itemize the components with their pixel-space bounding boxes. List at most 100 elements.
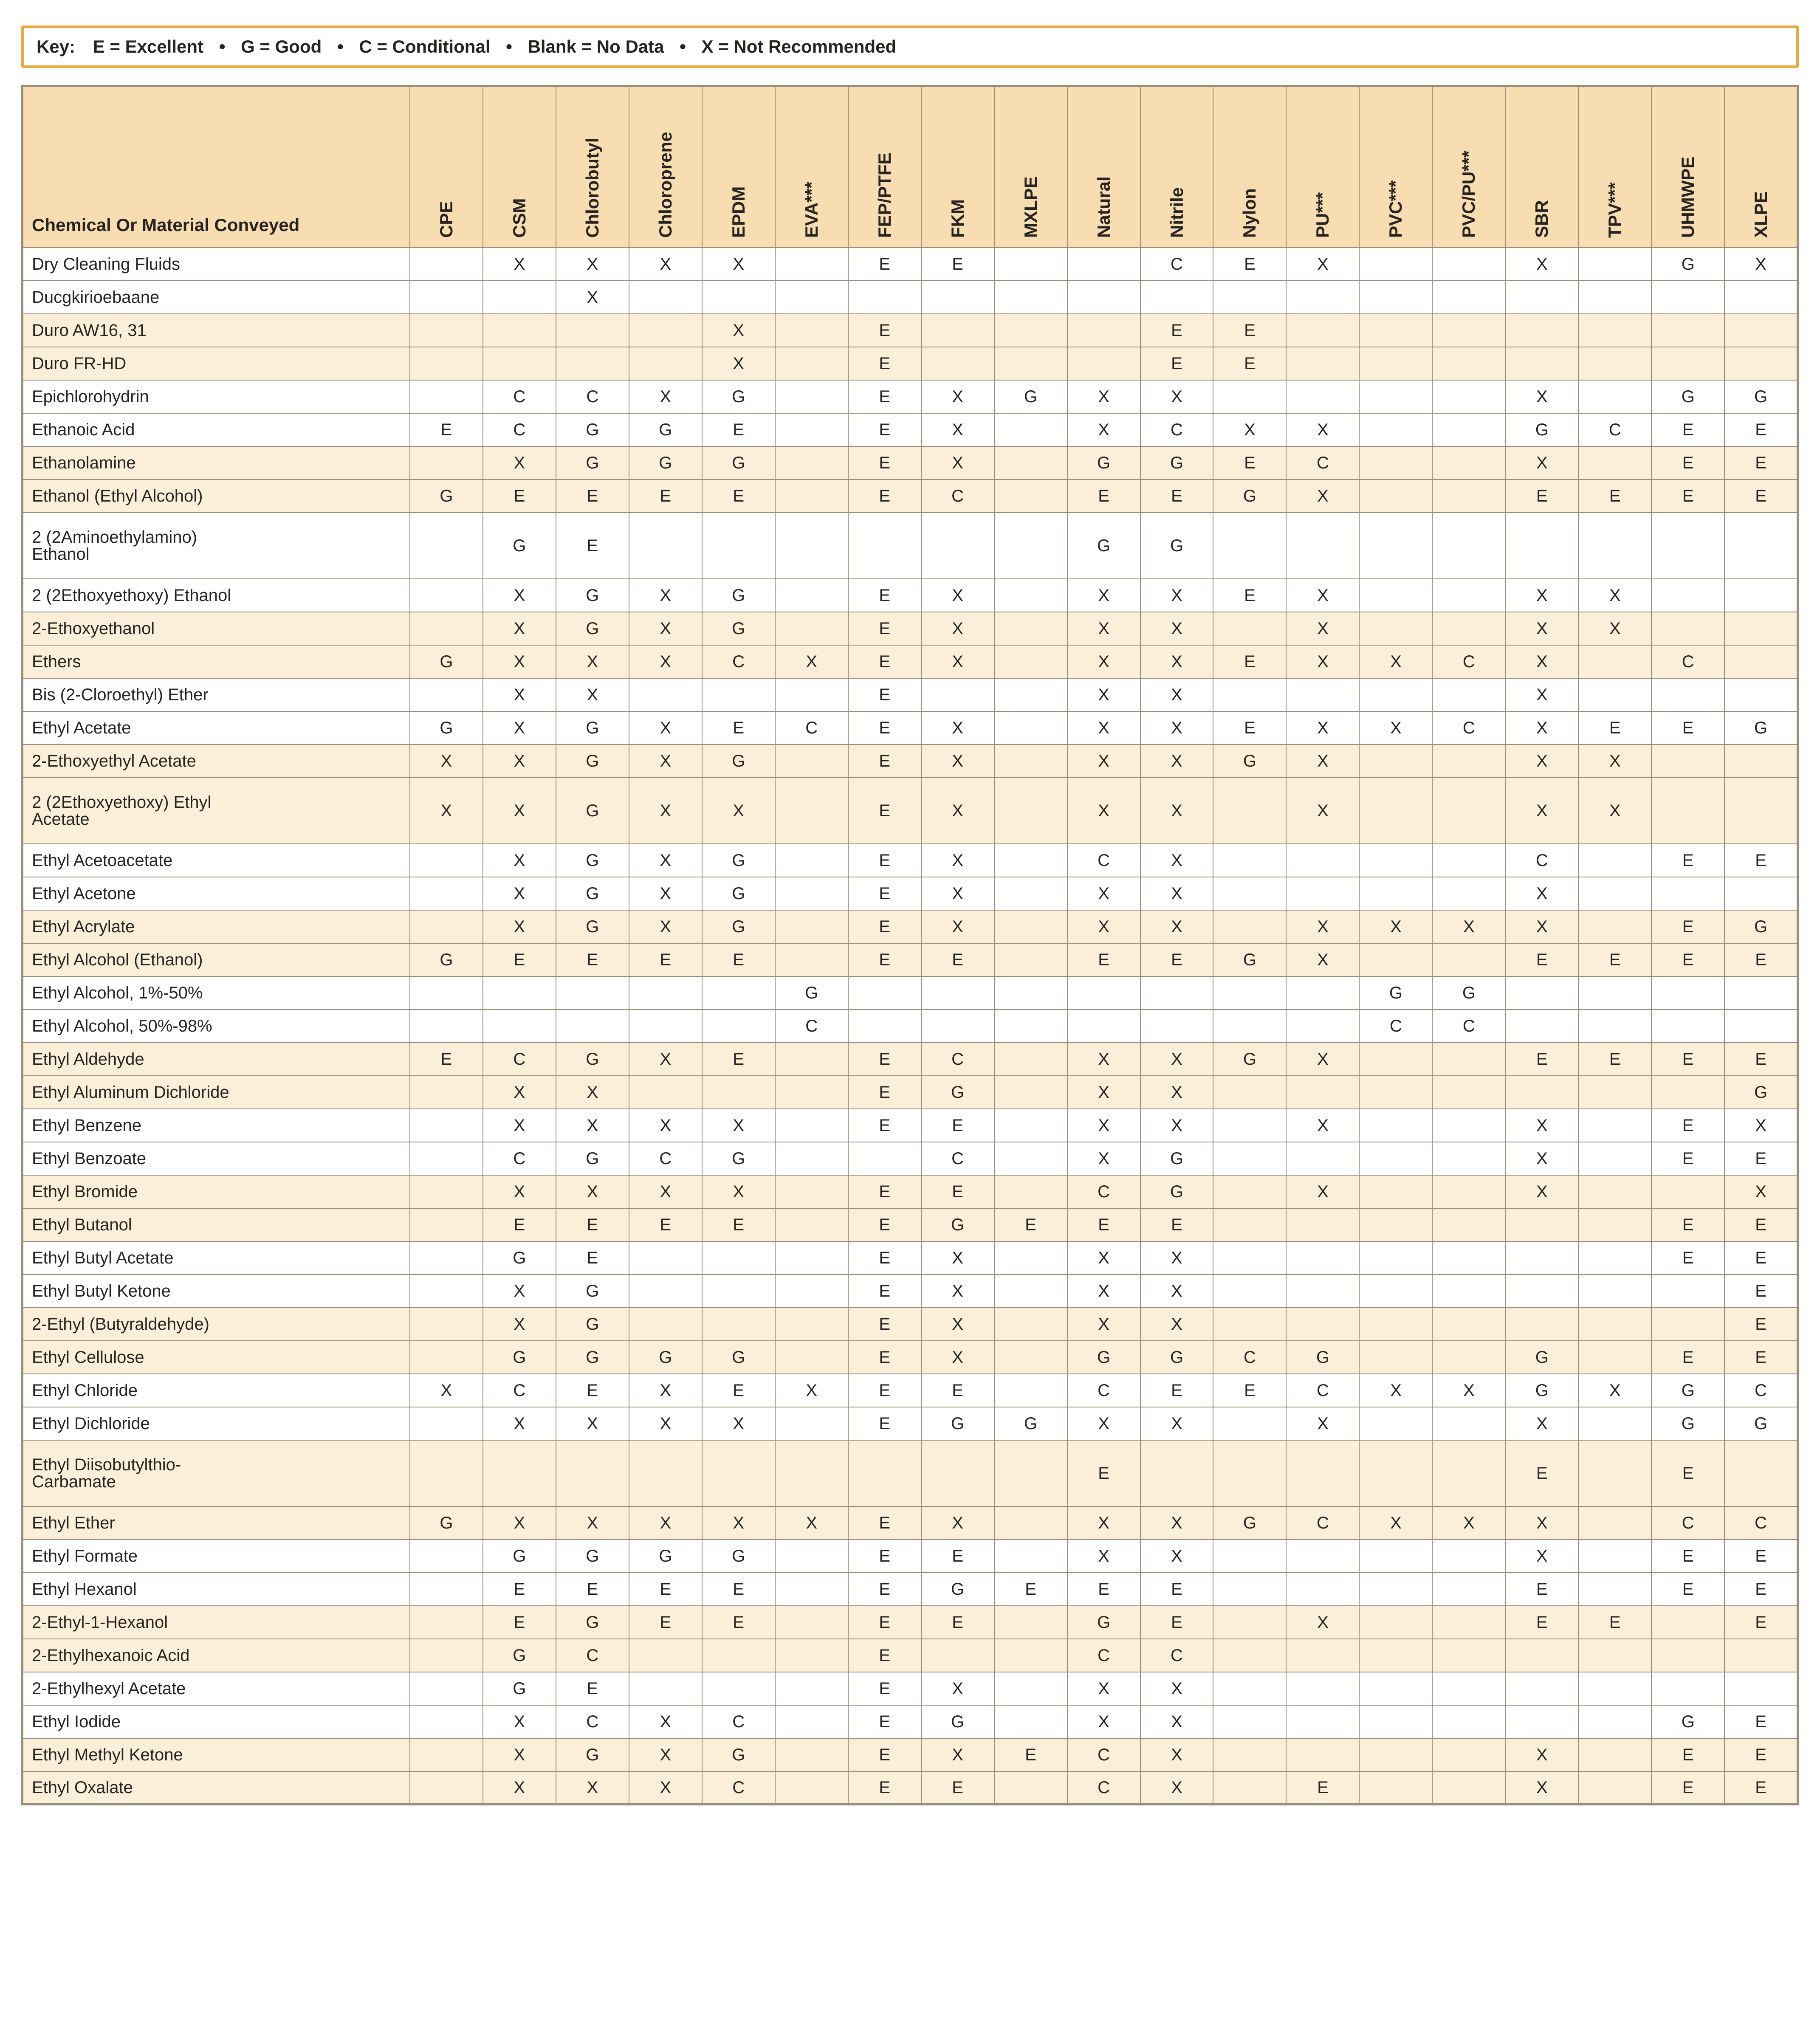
rating-cell [1651,1672,1724,1705]
table-row: Ethyl BenzoateCGCGCXGXEE [23,1142,1798,1175]
rating-cell: E [921,1175,994,1208]
rating-cell: E [1505,1043,1578,1076]
table-row: Ethyl DichlorideXXXXEGGXXXXGG [23,1407,1798,1440]
rating-cell [1651,579,1724,612]
rating-cell [1213,678,1286,711]
rating-cell [1359,1076,1432,1109]
rating-cell [702,1672,775,1705]
col-head-label: Chloroprene [655,132,676,238]
rating-cell: C [1140,248,1213,281]
rating-cell: C [483,380,556,413]
rating-cell: E [848,1043,921,1076]
col-head-nylon: Nylon [1213,86,1286,248]
rating-cell: X [1067,612,1140,645]
rating-cell: X [1505,1407,1578,1440]
rating-cell: E [848,1639,921,1672]
col-head-label: EPDM [728,186,749,237]
rating-cell: E [1651,1738,1724,1771]
rating-cell [1359,1241,1432,1275]
col-head-label: CPE [436,201,457,237]
rating-cell: G [1359,976,1432,1010]
rating-cell: E [629,1208,702,1241]
rating-cell: C [483,1374,556,1407]
rating-cell [1359,1275,1432,1308]
rating-cell [1286,976,1359,1010]
rating-cell [629,1639,702,1672]
rating-cell [1432,579,1505,612]
rating-cell [702,1440,775,1506]
rating-cell: E [848,347,921,380]
rating-cell [1359,612,1432,645]
chemical-name: Ethyl Bromide [23,1175,410,1208]
rating-cell [1578,1440,1651,1506]
rating-cell: X [1578,778,1651,844]
table-row: Ethyl EtherGXXXXXEXXXGCXXXCC [23,1506,1798,1540]
rating-cell [1359,281,1432,314]
rating-cell: E [629,1606,702,1639]
rating-cell: G [994,1407,1067,1440]
rating-cell [629,1672,702,1705]
rating-cell [629,1308,702,1341]
rating-cell: G [702,579,775,612]
rating-cell [1213,1672,1286,1705]
rating-cell: X [1505,1506,1578,1540]
rating-cell: X [556,1109,629,1142]
chemical-name: Ethyl Diisobutylthio- Carbamate [23,1440,410,1506]
rating-cell: C [1067,1374,1140,1407]
rating-cell [1578,1076,1651,1109]
rating-cell [1432,248,1505,281]
rating-cell [1505,1672,1578,1705]
rating-cell: G [1505,1341,1578,1374]
rating-cell: E [1213,248,1286,281]
rating-cell: X [1067,1705,1140,1738]
rating-cell [1067,281,1140,314]
rating-cell [410,976,483,1010]
rating-cell: E [483,943,556,976]
rating-cell: X [1140,1308,1213,1341]
rating-cell: E [1724,479,1797,513]
chemical-name: Ethers [23,645,410,678]
rating-cell: X [702,1407,775,1440]
rating-cell: X [921,778,994,844]
key-sep: • [219,37,226,56]
rating-cell: E [556,1672,629,1705]
rating-cell [1432,314,1505,347]
rating-cell [1505,1308,1578,1341]
table-row: Ethyl IodideXCXCEGXXGE [23,1705,1798,1738]
rating-cell: E [629,943,702,976]
rating-cell: X [1067,1241,1140,1275]
rating-cell: G [410,645,483,678]
table-row: 2-Ethyl-1-HexanolEGEEEEGEXEEE [23,1606,1798,1639]
rating-cell: E [848,446,921,479]
rating-cell: G [556,1308,629,1341]
rating-cell [1432,1275,1505,1308]
rating-cell: X [1140,778,1213,844]
rating-cell [1359,479,1432,513]
rating-cell [1067,976,1140,1010]
table-row: Ethyl Alcohol, 50%-98%CCC [23,1010,1798,1043]
rating-cell [702,1275,775,1308]
rating-cell [994,1540,1067,1573]
rating-cell [1578,1308,1651,1341]
rating-cell [1286,1672,1359,1705]
rating-cell [994,1109,1067,1142]
rating-cell [410,579,483,612]
rating-cell: E [921,1606,994,1639]
rating-cell [1432,1341,1505,1374]
col-head-label: PVC*** [1385,180,1406,237]
table-row: Ethyl Aluminum DichlorideXXEGXXG [23,1076,1798,1109]
rating-cell [1578,844,1651,877]
rating-cell [1359,347,1432,380]
rating-cell [1432,844,1505,877]
rating-cell: G [483,1672,556,1705]
rating-cell: X [1724,1109,1797,1142]
rating-cell: X [702,778,775,844]
rating-cell: E [1724,446,1797,479]
rating-cell [994,645,1067,678]
rating-cell: C [1578,413,1651,446]
rating-cell [994,910,1067,943]
rating-cell: X [1505,612,1578,645]
rating-cell [994,1374,1067,1407]
rating-cell: X [1067,1672,1140,1705]
chemical-name: Ethyl Benzene [23,1109,410,1142]
